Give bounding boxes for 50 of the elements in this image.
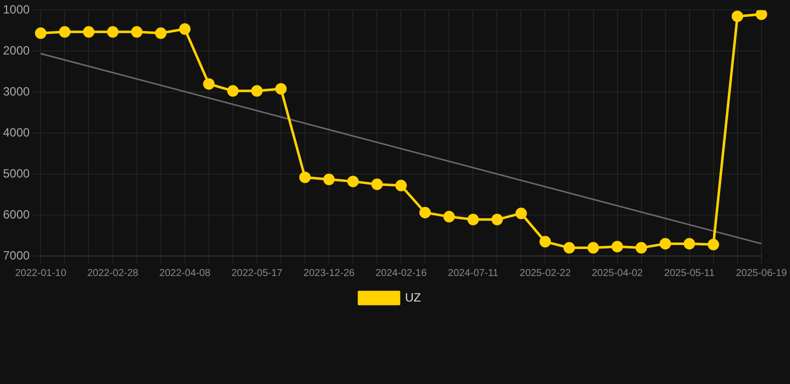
point: [227, 85, 239, 97]
point: [107, 26, 119, 38]
point: [515, 208, 527, 220]
point: [539, 236, 551, 248]
point: [563, 242, 575, 254]
y-tick-label: 3000: [2, 84, 30, 98]
x-tick-label: 2025-06-19: [736, 268, 788, 279]
point: [588, 242, 600, 254]
y-tick-label: 1000: [2, 2, 30, 17]
x-tick-label: 2022-02-28: [87, 268, 139, 279]
y-tick-label: 6000: [2, 207, 30, 222]
x-tick-label: 2022-05-17: [231, 268, 283, 279]
x-tick-label: 2025-05-11: [664, 268, 715, 279]
point: [443, 210, 455, 222]
point: [491, 214, 503, 226]
y-tick-label: 4000: [2, 125, 30, 140]
x-tick-label: 2025-02-22: [520, 268, 572, 279]
point: [419, 206, 431, 218]
x-tick-label: 2022-01-10: [15, 268, 67, 279]
x-tick-label: 2024-02-16: [375, 268, 428, 279]
point: [467, 214, 479, 226]
y-tick-label: 2000: [2, 43, 30, 58]
point: [203, 78, 215, 90]
point: [660, 238, 672, 250]
point: [34, 27, 46, 39]
x-tick-label: 2023-12-26: [303, 268, 355, 279]
point: [612, 240, 624, 252]
point: [708, 238, 720, 250]
x-tick-label: 2025-04-02: [592, 268, 644, 279]
point: [756, 10, 768, 20]
point: [131, 26, 143, 38]
point: [684, 238, 696, 250]
y-tick-label: 5000: [2, 166, 30, 180]
legend-label: UZ: [405, 290, 421, 304]
x-tick-label: 2024-07-11: [448, 268, 499, 279]
point: [179, 23, 191, 35]
point: [82, 26, 94, 38]
point: [251, 85, 263, 97]
y-tick-label: 7000: [2, 248, 30, 262]
x-tick-label: 2022-04-08: [159, 268, 211, 279]
point: [395, 180, 407, 192]
point: [299, 172, 311, 184]
point: [732, 10, 744, 22]
point: [347, 176, 359, 188]
point: [371, 178, 383, 190]
point: [636, 242, 648, 254]
point: [155, 27, 167, 39]
point: [323, 174, 335, 186]
point: [275, 83, 287, 95]
point: [58, 26, 70, 38]
